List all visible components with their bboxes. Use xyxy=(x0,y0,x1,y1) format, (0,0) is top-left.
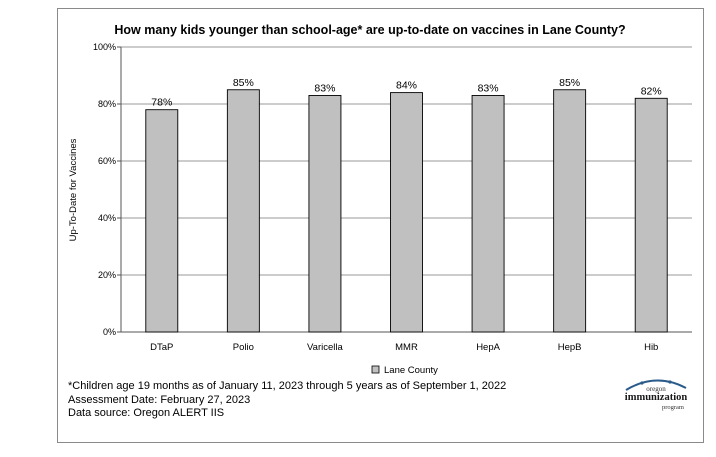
y-tick-label: 0% xyxy=(103,327,116,337)
data-label-dtap: 78% xyxy=(151,97,172,109)
bar-mmr xyxy=(390,92,423,333)
data-label-hepa: 83% xyxy=(478,82,499,94)
data-label-varicella: 83% xyxy=(314,82,335,94)
y-axis-label: Up-To-Date for Vaccines xyxy=(68,138,79,241)
y-tick-label: 100% xyxy=(93,42,116,52)
chart-frame xyxy=(57,8,704,443)
x-tick-label-polio: Polio xyxy=(233,342,254,353)
logo-text-immunization: immunization xyxy=(624,392,688,403)
legend-swatch xyxy=(371,365,380,374)
bar-varicella xyxy=(308,94,342,333)
x-tick-label-mmr: MMR xyxy=(395,342,418,353)
x-tick-label-hepb: HepB xyxy=(558,342,582,353)
legend: Lane County xyxy=(371,365,438,376)
footnote-assessment-date: Assessment Date: February 27, 2023 xyxy=(68,393,251,406)
logo-text-program: program xyxy=(661,404,684,411)
y-tick-label: 60% xyxy=(98,156,116,166)
bar-hepb xyxy=(553,89,587,333)
data-label-polio: 85% xyxy=(233,77,254,89)
y-tick-label: 40% xyxy=(98,213,116,223)
bar-hib xyxy=(634,97,668,333)
footnote-definition: *Children age 19 months as of January 11… xyxy=(68,380,507,392)
legend-label: Lane County xyxy=(384,365,438,376)
logo-text-oregon: oregon xyxy=(646,385,666,393)
logo-arc-icon xyxy=(625,379,687,391)
data-label-hepb: 85% xyxy=(559,77,580,89)
chart-title: How many kids younger than school-age* a… xyxy=(114,23,625,37)
bar-polio xyxy=(226,89,260,333)
bar-hepa xyxy=(471,94,505,333)
footnote-data-source: Data source: Oregon ALERT IIS xyxy=(68,407,225,419)
bar-dtap xyxy=(145,109,179,333)
x-tick-label-dtap: DTaP xyxy=(150,342,173,353)
x-tick-label-varicella: Varicella xyxy=(307,342,343,353)
oregon-immunization-logo: oregon immunization program xyxy=(616,374,696,414)
y-tick-label: 80% xyxy=(98,99,116,109)
footnotes: *Children age 19 months as of January 11… xyxy=(68,380,506,421)
data-label-mmr: 84% xyxy=(396,80,417,92)
x-tick-label-hib: Hib xyxy=(644,342,658,353)
x-tick-label-hepa: HepA xyxy=(476,342,500,353)
y-tick-label: 20% xyxy=(98,270,116,280)
data-label-hib: 82% xyxy=(641,85,662,97)
